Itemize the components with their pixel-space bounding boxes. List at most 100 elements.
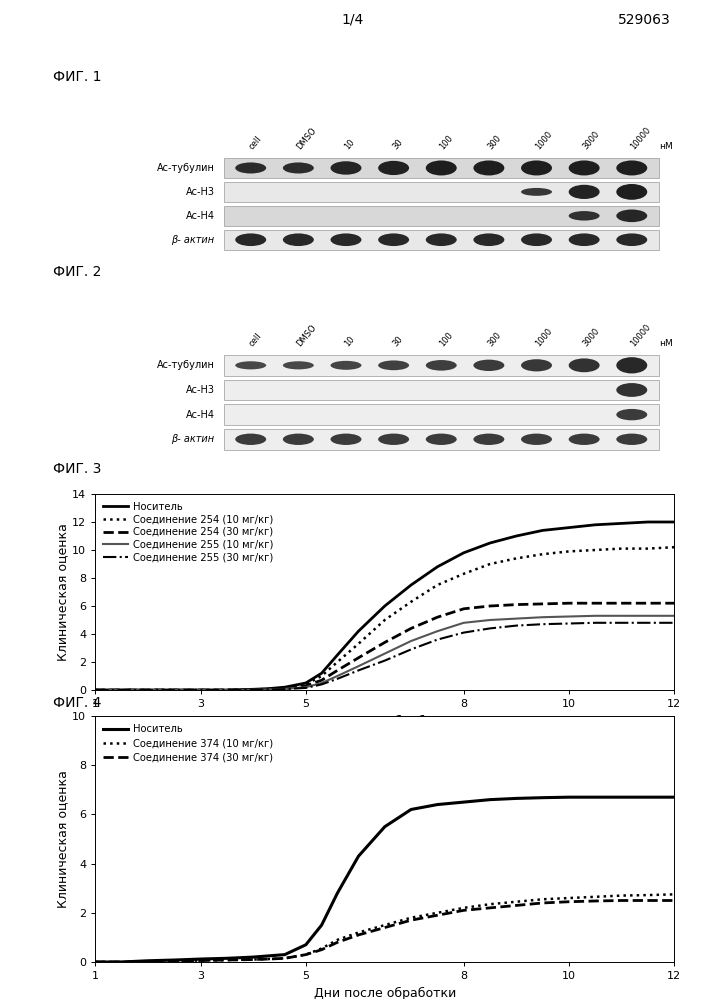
Соединение 254 (10 мг/кг) (617, 542, 626, 554)
Ellipse shape (474, 360, 504, 371)
Ellipse shape (568, 185, 599, 199)
Соединение 254 (10 мг/кг) (433, 579, 442, 591)
Носитель (512, 530, 520, 542)
Соединение 254 (30 мг/кг) (318, 674, 326, 686)
Соединение 254 (10 мг/кг) (265, 683, 273, 695)
Соединение 374 (30 мг/кг) (381, 921, 389, 933)
Text: 30: 30 (390, 334, 405, 348)
Text: 10: 10 (343, 137, 357, 151)
Соединение 374 (30 мг/кг) (249, 954, 258, 966)
Соединение 255 (10 мг/кг) (91, 684, 100, 696)
Носитель (460, 546, 468, 558)
Соединение 374 (30 мг/кг) (670, 894, 678, 906)
Соединение 255 (10 мг/кг) (617, 609, 626, 621)
Соединение 254 (30 мг/кг) (265, 683, 273, 695)
Соединение 374 (30 мг/кг) (354, 929, 363, 941)
Соединение 255 (10 мг/кг) (318, 677, 326, 689)
Соединение 254 (10 мг/кг) (249, 683, 258, 695)
Bar (224, 429, 659, 450)
Носитель (117, 684, 126, 696)
Соединение 255 (30 мг/кг) (460, 626, 468, 638)
Соединение 255 (10 мг/кг) (486, 614, 494, 626)
Соединение 255 (30 мг/кг) (644, 616, 652, 628)
Соединение 254 (10 мг/кг) (222, 684, 231, 696)
Соединение 254 (30 мг/кг) (433, 611, 442, 623)
Соединение 255 (30 мг/кг) (318, 678, 326, 690)
Соединение 255 (30 мг/кг) (617, 616, 626, 628)
Text: ФИГ. 3: ФИГ. 3 (53, 462, 102, 476)
Ellipse shape (568, 161, 599, 176)
Ellipse shape (568, 359, 599, 373)
Соединение 374 (30 мг/кг) (512, 899, 520, 911)
Text: ФИГ. 4: ФИГ. 4 (53, 696, 102, 710)
Text: Ас-Н3: Ас-Н3 (186, 385, 215, 395)
Legend: Носитель, Соединение 254 (10 мг/кг), Соединение 254 (30 мг/кг), Соединение 255 (: Носитель, Соединение 254 (10 мг/кг), Сое… (100, 499, 277, 565)
Ellipse shape (378, 161, 409, 175)
Соединение 255 (30 мг/кг) (91, 684, 100, 696)
Носитель (460, 796, 468, 808)
Y-axis label: Клиническая оценка: Клиническая оценка (56, 523, 69, 661)
Носитель (407, 803, 415, 815)
Соединение 374 (30 мг/кг) (433, 909, 442, 921)
Носитель (249, 683, 258, 695)
Соединение 255 (10 мг/кг) (670, 609, 678, 621)
Соединение 254 (10 мг/кг) (407, 595, 415, 607)
Носитель (249, 951, 258, 963)
Text: 10000: 10000 (628, 322, 652, 348)
Соединение 254 (30 мг/кг) (539, 598, 547, 610)
Соединение 254 (30 мг/кг) (249, 683, 258, 695)
Соединение 254 (30 мг/кг) (670, 597, 678, 609)
Ellipse shape (426, 161, 457, 176)
Ellipse shape (330, 434, 361, 445)
Соединение 255 (10 мг/кг) (144, 684, 152, 696)
Ellipse shape (426, 234, 457, 246)
Ellipse shape (283, 163, 314, 174)
Соединение 255 (10 мг/кг) (333, 670, 342, 682)
Соединение 255 (30 мг/кг) (196, 684, 205, 696)
Носитель (644, 516, 652, 528)
Соединение 255 (10 мг/кг) (565, 610, 573, 622)
Соединение 255 (30 мг/кг) (512, 619, 520, 631)
Text: 300: 300 (486, 330, 503, 348)
Соединение 374 (10 мг/кг) (117, 956, 126, 968)
Line: Соединение 255 (30 мг/кг): Соединение 255 (30 мг/кг) (95, 622, 674, 690)
Bar (224, 230, 659, 250)
Носитель (433, 560, 442, 572)
Ellipse shape (568, 434, 599, 445)
Соединение 254 (30 мг/кг) (117, 684, 126, 696)
Соединение 374 (10 мг/кг) (249, 954, 258, 966)
Соединение 374 (10 мг/кг) (196, 954, 205, 966)
Соединение 254 (30 мг/кг) (381, 636, 389, 648)
Соединение 374 (30 мг/кг) (117, 956, 126, 968)
Ellipse shape (235, 163, 266, 174)
Text: нМ: нМ (659, 142, 672, 151)
Соединение 254 (10 мг/кг) (301, 678, 310, 690)
Text: 1/4: 1/4 (342, 13, 364, 27)
Text: ФИГ. 1: ФИГ. 1 (53, 70, 102, 84)
Соединение 255 (30 мг/кг) (486, 622, 494, 634)
Text: 3000: 3000 (581, 129, 602, 151)
Соединение 254 (30 мг/кг) (196, 684, 205, 696)
Носитель (670, 791, 678, 803)
Соединение 254 (30 мг/кг) (565, 597, 573, 609)
Ellipse shape (616, 434, 647, 445)
Соединение 255 (10 мг/кг) (280, 683, 289, 695)
Ellipse shape (330, 361, 361, 370)
Ellipse shape (283, 234, 314, 246)
Text: cell: cell (248, 331, 264, 348)
Соединение 374 (30 мг/кг) (460, 904, 468, 916)
Соединение 374 (30 мг/кг) (196, 954, 205, 966)
Соединение 254 (30 мг/кг) (144, 684, 152, 696)
Line: Соединение 374 (30 мг/кг): Соединение 374 (30 мг/кг) (95, 900, 674, 962)
Соединение 374 (10 мг/кг) (591, 891, 599, 903)
Text: 300: 300 (486, 133, 503, 151)
Соединение 255 (10 мг/кг) (249, 683, 258, 695)
Соединение 255 (30 мг/кг) (117, 684, 126, 696)
Соединение 255 (30 мг/кг) (222, 684, 231, 696)
Соединение 374 (10 мг/кг) (539, 893, 547, 905)
Text: Ас-Н4: Ас-Н4 (186, 211, 215, 221)
Text: Ас-Н4: Ас-Н4 (186, 410, 215, 420)
Ellipse shape (330, 161, 361, 175)
Соединение 255 (10 мг/кг) (591, 609, 599, 621)
Ellipse shape (474, 161, 504, 176)
